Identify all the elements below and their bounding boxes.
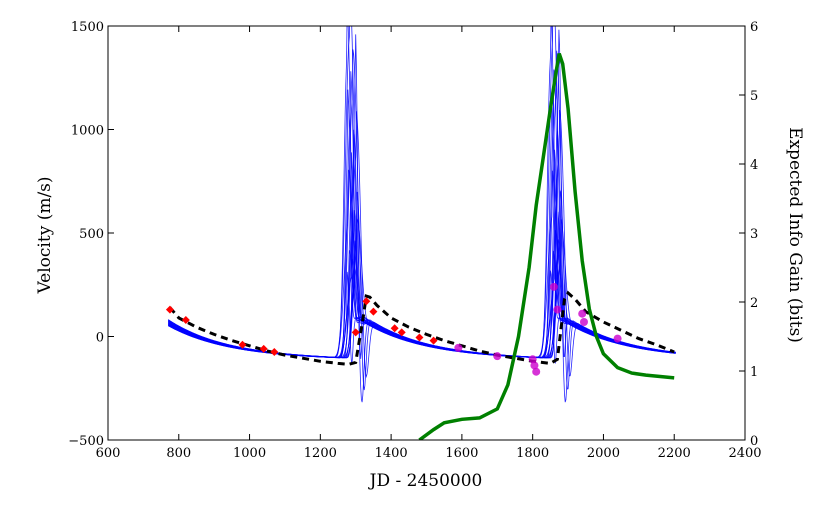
simulated-observation-point: [579, 318, 588, 327]
plot-frame: [107, 25, 746, 441]
observation-point: [270, 348, 279, 357]
model-sample-curve: [168, 218, 676, 358]
y2-tick-label: 4: [750, 158, 758, 173]
model-sample-curve: [168, 49, 676, 358]
simulated-observation-point: [530, 361, 539, 370]
best-fit-curve: [168, 290, 675, 366]
x-tick-label: 2000: [587, 446, 620, 461]
x-tick-label: 1800: [516, 446, 549, 461]
y-tick-label: 0: [96, 331, 104, 346]
x-tick-label: 1000: [233, 446, 266, 461]
observation-point: [390, 324, 399, 333]
y2-tick-label: 6: [750, 20, 758, 35]
x-tick-label: 800: [166, 446, 191, 461]
observation-point: [362, 297, 371, 306]
simulated-observation-point: [578, 309, 587, 318]
plot-border: [107, 25, 746, 441]
simulated-observation-point: [454, 343, 463, 352]
y2-tick-label: 2: [750, 296, 758, 311]
x-tick-label: 1200: [304, 446, 337, 461]
observation-point: [415, 333, 424, 342]
model-sample-curve: [168, 26, 676, 359]
x-tick-label: 2400: [728, 446, 761, 461]
observation-point: [181, 315, 190, 324]
info-gain-curve: [418, 53, 675, 440]
observation-point: [429, 336, 438, 345]
observation-point: [397, 328, 406, 337]
x-axis-title: JD - 2450000: [368, 471, 483, 491]
y-tick-label: 1500: [71, 20, 104, 35]
model-sample-curve: [168, 26, 676, 358]
y2-axis-title: Expected Info Gain (bits): [785, 127, 805, 343]
simulated-observation-point: [532, 367, 541, 376]
observation-point: [238, 340, 247, 349]
x-tick-label: 1600: [445, 446, 478, 461]
observation-point: [165, 305, 174, 314]
y2-tick-label: 1: [750, 365, 758, 380]
x-tick-label: 1400: [375, 446, 408, 461]
simulated-observation-point: [613, 334, 622, 343]
model-sample-curve: [168, 149, 676, 359]
y-tick-label: −500: [68, 434, 104, 449]
tick-layer: 600 800 1000 1200 1400 1600 1800 2000 2200 2400−5…: [68, 20, 761, 461]
observation-point: [351, 328, 360, 337]
observation-point: [259, 344, 268, 353]
model-sample-curve: [167, 29, 676, 359]
x-tick-label: 600: [96, 446, 121, 461]
model-sample-curve: [167, 69, 676, 359]
y2-tick-label: 3: [750, 227, 758, 242]
y-tick-label: 1000: [71, 124, 104, 139]
y-axis-title: Velocity (m/s): [35, 176, 55, 294]
model-sample-curve: [168, 169, 676, 358]
model-sample-curve: [167, 190, 676, 391]
simulated-observation-point: [553, 305, 562, 314]
y-tick-label: 500: [79, 227, 104, 242]
y2-tick-label: 0: [750, 434, 758, 449]
model-sample-curve: [168, 89, 676, 359]
plot-layer: [165, 26, 676, 440]
simulated-observation-point: [549, 282, 558, 291]
x-tick-label: 2200: [658, 446, 691, 461]
plot-area: [165, 26, 676, 440]
simulated-observation-point: [528, 355, 537, 364]
simulated-observation-point: [493, 352, 502, 361]
y2-tick-label: 5: [750, 89, 758, 104]
model-sample-curve: [168, 239, 676, 403]
model-sample-curve: [167, 129, 676, 359]
observation-point: [369, 307, 378, 316]
